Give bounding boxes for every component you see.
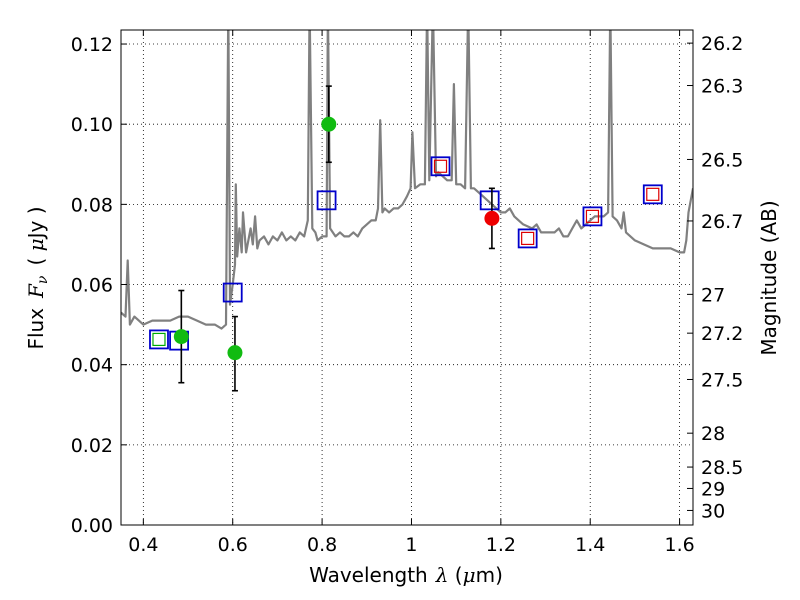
- y-axis-label: FluxFν( μJy ): [24, 206, 51, 349]
- inner-photometry-point: [585, 209, 600, 223]
- y2-tick-label: 27.2: [701, 323, 743, 345]
- y-tick-label: 0.08: [71, 194, 113, 216]
- observed-point: [173, 329, 189, 345]
- y2-tick-label: 28.5: [701, 457, 743, 479]
- model-photometry-point: [222, 282, 243, 303]
- y-tick-label: 0.12: [71, 34, 113, 56]
- x-tick-label: 1.6: [664, 534, 694, 556]
- y-tick-label: 0.04: [71, 355, 113, 377]
- x-tick-label: 1.4: [575, 534, 605, 556]
- observed-point: [227, 345, 243, 361]
- model-photometry-point: [149, 329, 169, 350]
- y2-tick-label: 26.2: [701, 33, 743, 55]
- y2-tick-label: 27: [701, 284, 725, 306]
- model-photometry-point: [479, 190, 500, 211]
- observed-point: [484, 210, 500, 226]
- x-tick-label: 0.8: [307, 534, 337, 556]
- spectrum-line: [121, 30, 693, 330]
- y-tick-label: 0.02: [71, 435, 113, 457]
- model-photometry-point: [430, 156, 451, 177]
- y2-tick-label: 26.7: [701, 211, 743, 233]
- inner-photometry-point: [646, 187, 660, 201]
- model-photometry-point: [642, 184, 663, 205]
- x-tick-label: 0.4: [128, 534, 158, 556]
- series-layer: [121, 30, 693, 392]
- model-photometry-point: [316, 190, 337, 211]
- y2-tick-label: 26.3: [701, 76, 743, 98]
- y2-axis-label: Magnitude (AB): [757, 200, 781, 355]
- y2-tick-label: 28: [701, 423, 725, 445]
- y-tick-label: 0.10: [71, 114, 113, 136]
- inner-photometry-point: [433, 159, 448, 173]
- y-tick-label: 0.00: [71, 515, 113, 537]
- model-photometry-point: [517, 228, 538, 249]
- gridlines: [121, 30, 693, 525]
- x-tick-label: 1: [405, 534, 417, 556]
- y2-tick-label: 29: [701, 478, 725, 500]
- ticks: 0.4 0.6 0.8 1 1.2 1.4 1.6 0.00 0.02 0.04 0.06 0.08 0…: [71, 30, 743, 556]
- plot-frame: [120, 29, 694, 526]
- y2-tick-label: 26.5: [701, 149, 743, 171]
- y2-tick-label: 30: [701, 500, 725, 522]
- y2-tick-label: 27.5: [701, 369, 743, 391]
- model-photometry-point: [582, 206, 603, 227]
- y-tick-label: 0.06: [71, 275, 113, 297]
- x-tick-label: 1.2: [486, 534, 516, 556]
- x-axis-label: Wavelength λ (μm): [309, 563, 503, 587]
- observed-point: [321, 116, 337, 132]
- inner-photometry-point: [521, 231, 535, 246]
- x-tick-label: 0.6: [218, 534, 248, 556]
- inner-photometry-point: [152, 332, 166, 347]
